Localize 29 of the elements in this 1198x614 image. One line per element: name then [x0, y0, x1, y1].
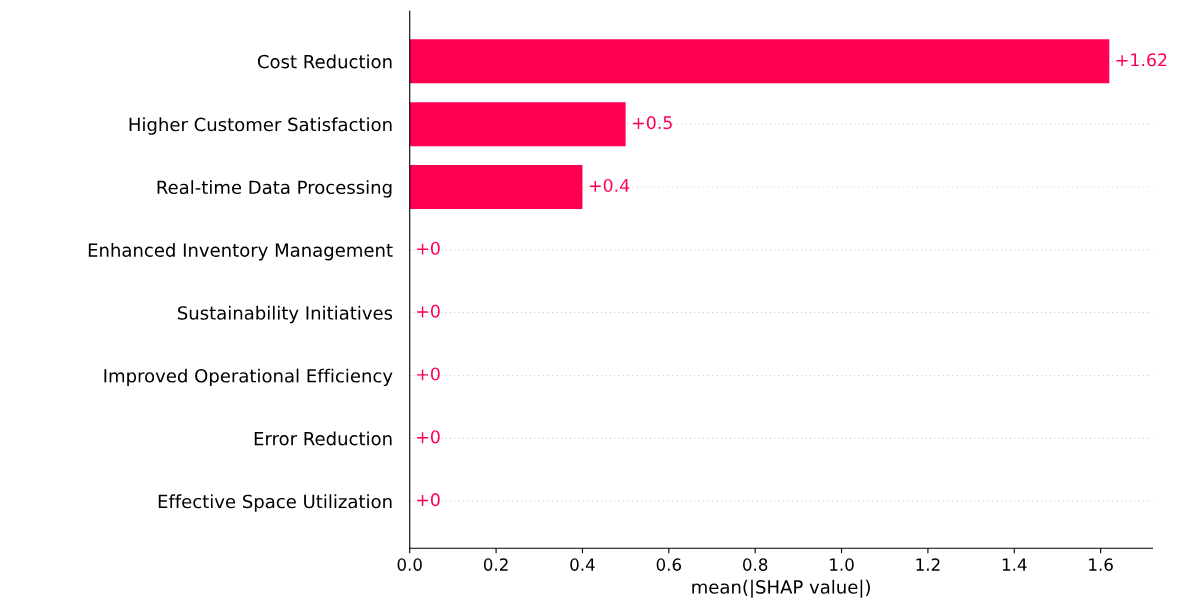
x-tick-label: 0.2 — [483, 558, 508, 571]
data-label: +0 — [417, 241, 440, 255]
x-tick-label: 1.0 — [830, 558, 854, 571]
x-tick-label: 1.6 — [1089, 558, 1113, 571]
x-tick-label: 0.4 — [570, 558, 595, 571]
bar — [409, 165, 583, 209]
y-tick-label: Improved Operational Efficiency — [104, 368, 393, 387]
data-label: +0 — [417, 430, 440, 444]
y-tick-label: Effective Space Utilization — [158, 494, 392, 512]
x-tick-label: 0.0 — [397, 558, 422, 571]
y-tick-label: Cost Reduction — [257, 54, 392, 69]
x-axis-title: mean(|SHAP value|) — [692, 579, 870, 598]
bar — [409, 102, 626, 147]
x-tick-label: 0.8 — [743, 558, 768, 571]
data-label: +0.4 — [589, 178, 630, 193]
data-label: +0 — [417, 304, 440, 318]
bar — [409, 39, 1110, 84]
x-tick-label: 1.4 — [1002, 558, 1027, 571]
y-tick-label: Sustainability Initiatives — [178, 305, 393, 324]
y-tick-label: Higher Customer Satisfaction — [129, 117, 392, 135]
x-tick-label: 1.2 — [916, 558, 940, 571]
x-tick-label: 0.6 — [656, 558, 682, 571]
y-tick-label: Enhanced Inventory Management — [88, 242, 393, 261]
y-tick-label: Error Reduction — [254, 431, 392, 446]
data-label: +0 — [417, 493, 440, 507]
data-label: +0 — [417, 367, 440, 381]
data-label: +1.62 — [1116, 53, 1167, 67]
data-label: +0.5 — [633, 116, 672, 130]
y-tick-label: Real-time Data Processing — [157, 180, 392, 198]
